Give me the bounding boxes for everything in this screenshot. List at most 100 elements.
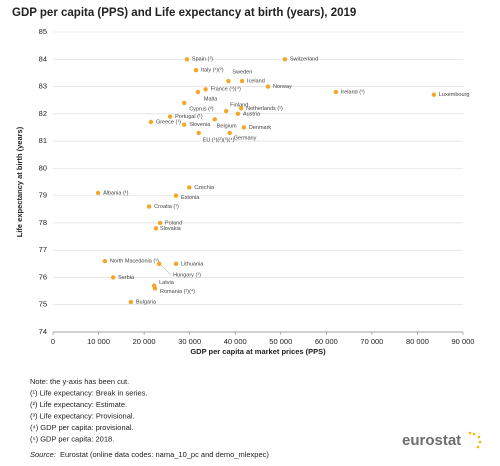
point (184, 57, 190, 62)
x-tick-label: 20 000 (133, 337, 156, 346)
point-label: Estonia (181, 195, 200, 201)
point-label: Spain (¹) (192, 57, 213, 63)
point-label: Italy (¹)(²) (201, 68, 224, 74)
point-label: Iceland (247, 79, 265, 85)
point (128, 299, 134, 305)
point (152, 286, 158, 291)
point-label: Poland (165, 220, 182, 226)
point-label: Germany (234, 135, 257, 141)
point-label: Albania (¹) (103, 190, 129, 196)
point-label: North Macedonia (¹) (110, 259, 159, 265)
point (153, 226, 159, 231)
y-tick-label: 77 (39, 245, 47, 254)
x-tick-label: 60 000 (315, 337, 338, 346)
leader-line (158, 263, 172, 276)
point (157, 220, 163, 226)
point-label: Slovenia (189, 122, 211, 128)
y-tick-label: 81 (39, 136, 47, 145)
y-tick-label: 74 (39, 327, 47, 336)
point-label: Cyprus (²) (189, 106, 214, 112)
point (203, 87, 208, 92)
y-tick-label: 75 (39, 300, 47, 309)
point (95, 190, 101, 196)
x-tick-label: 70 000 (360, 337, 383, 346)
point-label: Denmark (249, 125, 272, 131)
point-label: Czechia (194, 185, 215, 191)
y-axis-label: Life expectancy at birth (years) (15, 126, 24, 237)
point-label: Norway (273, 84, 292, 90)
point-label: Portugal (¹) (175, 114, 203, 120)
logo: eurostat (402, 432, 461, 449)
chart-title: GDP per capita (PPS) and Life expectancy… (12, 7, 356, 19)
point (226, 78, 231, 84)
note: Note: the y-axis has been cut. (30, 377, 129, 386)
point (195, 89, 201, 95)
point-label: Malta (204, 96, 218, 102)
point (173, 193, 179, 198)
point (282, 57, 288, 62)
source: Eurostat (online data codes: nama_10_pc … (60, 450, 269, 459)
x-axis-label: GDP per capita at market prices (PPS) (190, 347, 326, 356)
point-label: Austria (243, 111, 261, 117)
point (146, 204, 152, 209)
point-label: Greece (¹) (156, 119, 181, 125)
point-label: Ireland (¹) (341, 89, 365, 95)
point (102, 258, 108, 264)
point-label: Serbia (118, 275, 135, 281)
note: (⁴) GDP per capita: provisional. (30, 423, 134, 432)
point (235, 111, 241, 117)
point (196, 130, 201, 136)
point-label: Latvia (159, 280, 175, 286)
x-tick-label: 30 000 (178, 337, 201, 346)
point-label: Belgium (217, 124, 237, 130)
point-label: Sweden (232, 70, 252, 76)
x-tick-label: 0 (51, 337, 55, 346)
point-label: Switzerland (290, 57, 318, 63)
point (333, 89, 339, 95)
x-tick-label: 40 000 (224, 337, 247, 346)
point-label: Romania (¹)(⁴) (160, 288, 195, 295)
point (431, 92, 437, 97)
point (110, 275, 116, 280)
point (173, 261, 179, 267)
x-tick-label: 80 000 (406, 337, 429, 346)
y-tick-label: 83 (39, 82, 47, 91)
point (241, 125, 247, 130)
point-label: Slovakia (160, 226, 182, 232)
point-label: Hungary (¹) (173, 272, 201, 278)
point (223, 108, 229, 114)
y-tick-label: 80 (39, 163, 47, 172)
point-label: Luxembourg (439, 92, 470, 98)
x-tick-label: 50 000 (269, 337, 292, 346)
point (238, 106, 244, 111)
point (187, 185, 192, 190)
point-label: Netherlands (¹) (246, 106, 283, 112)
x-tick-label: 10 000 (87, 337, 110, 346)
point (156, 261, 162, 267)
y-tick-label: 82 (39, 109, 47, 118)
point (182, 100, 187, 106)
y-tick-label: 76 (39, 272, 47, 281)
y-tick-label: 79 (39, 191, 47, 200)
y-tick-label: 85 (39, 27, 47, 36)
x-tick-label: 90 000 (452, 337, 475, 346)
source-prefix: Source: (30, 450, 56, 459)
point-label: Croatia (¹) (154, 204, 179, 210)
point (227, 130, 232, 136)
logo-stars (468, 431, 482, 449)
note: (³) Life expectancy: Provisional. (30, 411, 135, 420)
note: (¹) Life expectancy: Break in series. (30, 388, 148, 397)
point-label: EU (¹)(²)(³)(⁴) (203, 136, 235, 143)
point (182, 122, 187, 127)
point (239, 78, 245, 84)
point-label: Bulgaria (136, 299, 157, 305)
point (193, 67, 199, 73)
point-label: Lithuania (181, 261, 204, 267)
note: (²) Life expectancy: Estimate. (30, 400, 127, 409)
y-tick-label: 78 (39, 218, 47, 227)
point (148, 119, 154, 125)
note: (⁵) GDP per capita: 2018. (30, 434, 114, 443)
point (212, 117, 217, 122)
point-label: Finland (230, 103, 248, 109)
